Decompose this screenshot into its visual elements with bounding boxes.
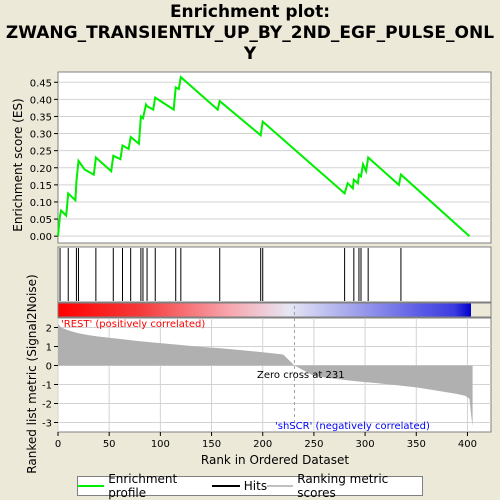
metric-y-tick-label: 0 [46,362,52,373]
legend-item-enrichment: Enrichment profile [78,472,212,500]
chart-title: Enrichment plot: ZWANG_TRANSIENTLY_UP_BY… [0,2,500,65]
es-y-tick-label: 0.45 [30,78,52,89]
legend-hits-label: Hits [243,479,268,493]
metric-y-tick-label: -2 [42,400,52,411]
x-tick-label: 250 [304,439,323,450]
x-tick-label: 400 [458,439,477,450]
title-line-1: Enrichment plot: [169,2,331,22]
legend-metric-label: Ranking metric scores [297,472,389,500]
x-tick-label: 150 [202,439,221,450]
title-line-3: Y [243,44,257,64]
title-line-2: ZWANG_TRANSIENTLY_UP_BY_2ND_EGF_PULSE_ON… [5,23,495,43]
legend-hits-swatch [211,485,240,487]
es-y-tick-label: 0.10 [30,198,52,209]
x-tick-label: 200 [253,439,272,450]
legend-enrichment-swatch [78,485,105,487]
hit-lines [59,248,402,301]
legend: Enrichment profile Hits Ranking metric s… [77,472,423,500]
zero-cross-label: Zero cross at 231 [257,370,345,381]
enrichment-profile-line [57,75,471,237]
es-y-axis-label: Enrichment score (ES) [11,98,25,231]
metric-y-tick-label: -1 [42,381,52,392]
x-tick-label: 0 [55,439,61,450]
es-y-tick-label: 0.15 [30,181,52,192]
es-grid [58,81,491,237]
rank-color-bar [58,303,471,317]
es-y-tick-label: 0.35 [30,112,52,123]
metric-y-tick-label: -3 [42,419,52,430]
metric-y-ticks: -3 -2 -1 0 1 2 [42,324,58,430]
x-tick-label: 100 [151,439,170,450]
rank-color-bar-frame [57,302,492,318]
es-y-ticks: 0.00 0.05 0.10 0.15 0.20 0.25 0.30 0.35 0.40 0.45 [30,78,58,243]
metric-area [58,323,473,427]
metric-y-tick-label: 2 [46,324,52,335]
es-y-tick-label: 0.20 [30,164,52,175]
x-tick-label: 50 [103,439,116,450]
metric-x-ticks: 0 50 100 150 200 250 300 350 400 [55,432,477,450]
hits-panel [57,246,492,303]
x-axis-label: Rank in Ordered Dataset [201,453,349,467]
es-y-tick-label: 0.30 [30,130,52,141]
x-tick-label: 300 [356,439,375,450]
metric-y-tick-label: 1 [46,343,52,354]
metric-y-axis-label: Ranked list metric (Signal2Noise) [25,274,39,473]
es-panel [57,71,492,244]
es-y-tick-label: 0.00 [30,232,52,243]
legend-enrichment-label: Enrichment profile [108,472,178,500]
x-tick-label: 350 [407,439,426,450]
legend-item-hits: Hits [211,479,268,493]
legend-metric-swatch [267,485,294,487]
es-y-tick-label: 0.40 [30,95,52,106]
es-y-tick-label: 0.05 [30,215,52,226]
negative-correlation-label: 'shSCR' (negatively correlated) [275,421,430,432]
positive-correlation-label: 'REST' (positively correlated) [61,319,205,330]
es-y-tick-label: 0.25 [30,147,52,158]
legend-item-metric: Ranking metric scores [267,472,422,500]
